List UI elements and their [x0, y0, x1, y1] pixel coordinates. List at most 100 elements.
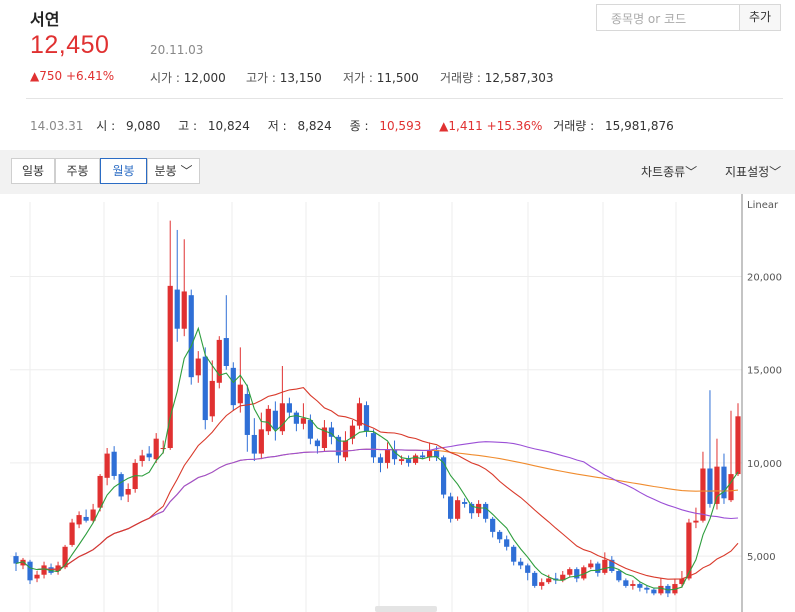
add-button[interactable]: 추가: [739, 4, 781, 31]
candle-body: [476, 503, 482, 514]
candle-body: [609, 559, 615, 571]
candle-body: [581, 567, 587, 579]
candle-body: [76, 515, 82, 525]
candle-body: [504, 539, 510, 547]
candle-body: [265, 408, 271, 432]
candle-body: [83, 516, 89, 521]
candle-body: [700, 468, 706, 521]
candle-body: [735, 416, 741, 475]
history-change: ▲1,411 +15.36%: [439, 119, 543, 133]
tab-minute[interactable]: 분봉 ﹀: [147, 158, 200, 184]
ma5-line: [15, 326, 739, 591]
candle-body: [160, 448, 166, 449]
y-tick-label: 20,000: [747, 273, 782, 284]
candle-body: [630, 584, 636, 586]
history-high: 고 : 10,824: [178, 119, 250, 133]
candle-body: [419, 455, 426, 458]
y-tick-label: 15,000: [747, 366, 782, 377]
candle-body: [693, 520, 699, 523]
candle-body: [174, 289, 180, 329]
candle-body: [497, 531, 503, 540]
history-low: 저 : 8,824: [267, 119, 332, 133]
candle-body: [455, 500, 461, 519]
candle-body: [714, 466, 720, 504]
candle-body: [314, 440, 321, 447]
history-volume: 거래량 : 15,981,876: [553, 119, 674, 133]
candle-body: [623, 580, 629, 586]
candle-body: [440, 457, 447, 495]
candle-body: [118, 474, 124, 497]
candle-body: [125, 489, 131, 495]
candle-body: [111, 451, 117, 476]
open-price: 시가 : 12,000: [150, 71, 226, 85]
candle-body: [300, 418, 306, 424]
candle-body: [539, 582, 545, 586]
tab-monthly[interactable]: 월봉: [100, 158, 147, 184]
ma20-line: [36, 386, 739, 580]
history-quote: 14.03.31 시 : 9,080 고 : 10,824 저 : 8,824 …: [30, 117, 688, 134]
search-input[interactable]: 종목명 or 코드: [596, 4, 740, 31]
candle-body: [279, 403, 285, 432]
candle-body: [181, 291, 187, 329]
candle-body: [153, 438, 159, 460]
history-close: 종 : 10,593: [349, 119, 422, 133]
candle-body: [62, 546, 68, 568]
candle-body: [139, 455, 145, 462]
indicator-menu[interactable]: 지표설정﹀: [725, 165, 782, 179]
quote-date: 20.11.03: [150, 43, 204, 57]
history-open: 시 : 9,080: [96, 119, 161, 133]
candle-body: [209, 380, 215, 417]
candle-body: [679, 578, 685, 585]
candle-body: [34, 574, 40, 579]
candle-body: [707, 468, 713, 504]
candle-body: [20, 559, 26, 566]
candle-body: [146, 453, 152, 458]
divider: [26, 98, 783, 99]
chart-type-menu[interactable]: 차트종류﹀: [641, 165, 698, 179]
candle-body: [686, 522, 692, 579]
candle-body: [356, 403, 363, 426]
candle-body: [405, 459, 412, 463]
candle-body: [525, 565, 531, 573]
candle-body: [483, 503, 489, 519]
candle-body: [272, 410, 278, 430]
candle-body: [335, 436, 342, 456]
candle-body: [195, 358, 201, 376]
candle-body: [637, 584, 643, 588]
candle-body: [321, 427, 328, 448]
chevron-down-icon: ﹀: [685, 165, 698, 179]
chevron-down-icon: ﹀: [769, 165, 782, 179]
stock-name: 서연: [30, 10, 60, 29]
candle-body: [448, 496, 454, 519]
candle-body: [644, 587, 650, 590]
candlestick-chart[interactable]: 20,000 15,000 10,000 5,000 Linear: [0, 194, 795, 612]
candle-body: [230, 367, 236, 406]
tab-weekly[interactable]: 주봉: [55, 158, 100, 184]
candle-body: [258, 429, 264, 454]
candle-body: [518, 561, 524, 566]
tab-daily[interactable]: 일봉: [11, 158, 55, 184]
chevron-down-icon: ﹀: [180, 164, 193, 178]
candle-body: [342, 440, 349, 458]
candle-body: [433, 449, 440, 458]
candle-body: [469, 503, 475, 514]
candle-body: [658, 585, 664, 594]
candle-body: [328, 427, 335, 437]
high-price: 고가 : 13,150: [246, 71, 322, 85]
candle-body: [202, 356, 208, 421]
low-price: 저가 : 11,500: [343, 71, 419, 85]
price-change: ▲750 +6.41%: [30, 69, 115, 83]
candle-body: [216, 339, 222, 383]
scale-label: Linear: [747, 200, 779, 211]
candle-body: [237, 384, 243, 404]
candle-body: [97, 475, 103, 508]
candle-body: [588, 563, 594, 568]
y-tick-label: 10,000: [747, 459, 782, 470]
candle-body: [490, 518, 496, 532]
candle-body: [602, 559, 608, 573]
candle-body: [104, 453, 110, 478]
candle-body: [511, 546, 517, 562]
candle-body: [560, 574, 566, 581]
candle-body: [616, 571, 622, 581]
candle-body: [286, 403, 292, 413]
